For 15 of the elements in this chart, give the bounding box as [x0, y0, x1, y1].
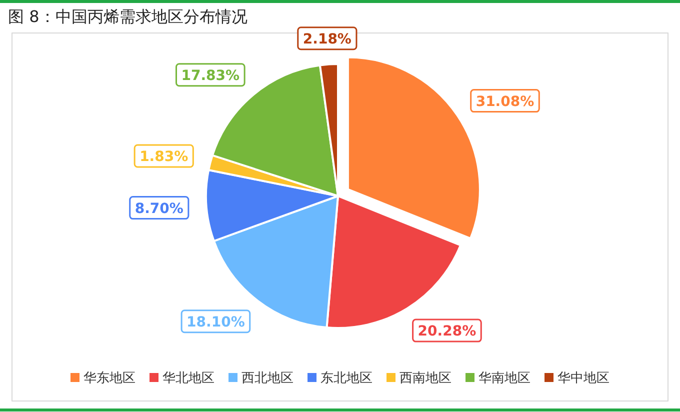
legend-label: 华东地区 — [84, 371, 136, 386]
data-label: 18.10% — [186, 314, 245, 330]
data-label: 2.18% — [302, 31, 352, 48]
legend-label: 华南地区 — [478, 371, 530, 386]
legend-label: 西北地区 — [242, 371, 294, 386]
legend-label: 华北地区 — [162, 371, 214, 386]
legend-label: 西南地区 — [400, 371, 452, 386]
chart-title: 图 8：中国丙烯需求地区分布情况 — [8, 7, 248, 26]
data-label: 20.28% — [418, 324, 476, 340]
data-label: 17.83% — [181, 68, 240, 84]
legend-label: 华中地区 — [558, 371, 610, 386]
data-label: 8.70% — [134, 200, 184, 217]
data-label: 1.83% — [140, 148, 188, 165]
data-label: 31.08% — [476, 94, 534, 110]
legend-label: 东北地区 — [320, 371, 372, 386]
